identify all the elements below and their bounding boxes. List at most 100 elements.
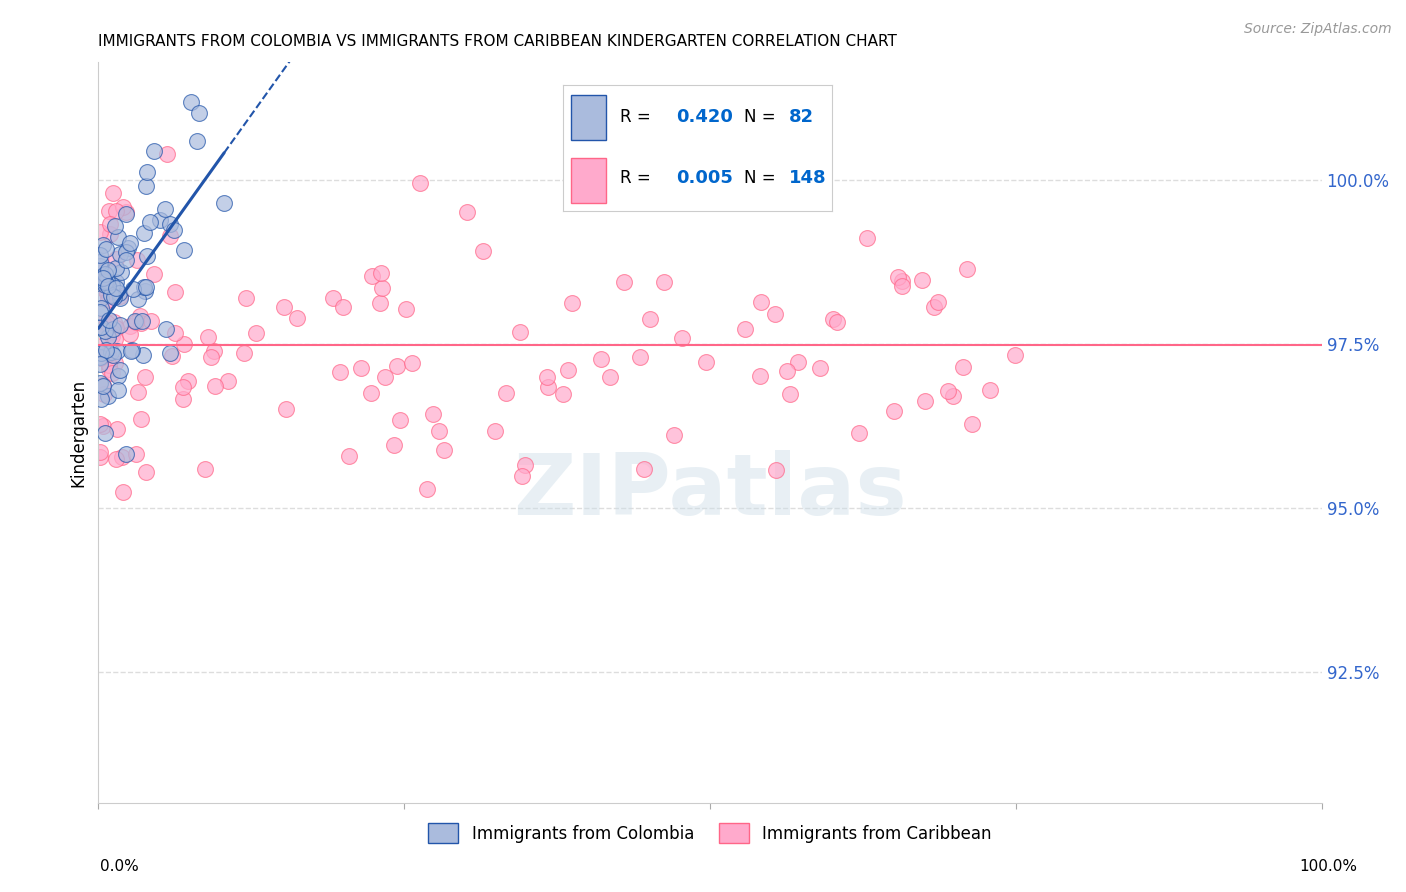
Point bbox=[108, 285, 131, 300]
Point bbox=[89, 305, 111, 319]
Point bbox=[561, 295, 583, 310]
Point bbox=[103, 315, 125, 329]
Point bbox=[765, 463, 787, 477]
Point bbox=[914, 394, 936, 409]
Point bbox=[599, 369, 621, 384]
Point bbox=[173, 336, 195, 351]
Point bbox=[97, 293, 120, 307]
Point bbox=[172, 380, 194, 394]
Point bbox=[557, 363, 579, 377]
Point bbox=[103, 290, 125, 304]
Point bbox=[91, 277, 114, 292]
Point bbox=[883, 404, 905, 418]
Point bbox=[276, 402, 298, 417]
Point bbox=[94, 343, 117, 357]
Point bbox=[633, 462, 655, 476]
Point bbox=[779, 387, 801, 401]
Point bbox=[104, 356, 127, 370]
Point bbox=[89, 351, 111, 366]
Point bbox=[416, 482, 439, 496]
Point bbox=[368, 296, 391, 310]
Point bbox=[98, 218, 121, 232]
Point bbox=[98, 292, 121, 306]
Point bbox=[115, 446, 138, 460]
Point bbox=[101, 322, 124, 336]
Point bbox=[285, 310, 308, 325]
Point bbox=[382, 438, 405, 452]
Point bbox=[108, 318, 131, 333]
Point bbox=[671, 331, 693, 345]
Point bbox=[121, 282, 143, 296]
Point bbox=[429, 424, 451, 438]
Point bbox=[114, 207, 136, 221]
Point bbox=[827, 315, 849, 329]
Point bbox=[890, 279, 912, 293]
Text: 100.0%: 100.0% bbox=[1299, 859, 1358, 874]
Point bbox=[96, 286, 118, 301]
Point bbox=[104, 281, 127, 295]
Point bbox=[163, 223, 186, 237]
Point bbox=[233, 346, 256, 360]
Point bbox=[94, 325, 117, 339]
Point bbox=[153, 202, 176, 217]
Text: 0.0%: 0.0% bbox=[100, 859, 139, 874]
Point bbox=[135, 178, 157, 193]
Point bbox=[89, 225, 111, 239]
Y-axis label: Kindergarten: Kindergarten bbox=[69, 378, 87, 487]
Point bbox=[105, 343, 128, 358]
Point bbox=[979, 383, 1001, 397]
Text: IMMIGRANTS FROM COLOMBIA VS IMMIGRANTS FROM CARIBBEAN KINDERGARTEN CORRELATION C: IMMIGRANTS FROM COLOMBIA VS IMMIGRANTS F… bbox=[98, 34, 897, 49]
Point bbox=[124, 314, 146, 328]
Point bbox=[111, 450, 134, 465]
Point bbox=[395, 302, 418, 317]
Point bbox=[589, 351, 612, 366]
Point bbox=[662, 428, 685, 442]
Point bbox=[129, 309, 152, 323]
Point bbox=[776, 364, 799, 378]
Point bbox=[89, 247, 111, 261]
Point bbox=[93, 237, 115, 252]
Point bbox=[786, 355, 808, 369]
Point bbox=[97, 279, 120, 293]
Point bbox=[180, 95, 202, 109]
Point bbox=[385, 359, 408, 374]
Point bbox=[101, 348, 124, 362]
Point bbox=[245, 326, 267, 341]
Point bbox=[136, 249, 159, 263]
Point bbox=[129, 316, 152, 330]
Point bbox=[143, 144, 166, 158]
Point bbox=[172, 392, 194, 407]
Point bbox=[132, 226, 155, 240]
Point bbox=[536, 370, 558, 384]
Point bbox=[131, 314, 153, 328]
Point bbox=[821, 312, 844, 326]
Legend: Immigrants from Colombia, Immigrants from Caribbean: Immigrants from Colombia, Immigrants fro… bbox=[422, 816, 998, 850]
Point bbox=[159, 218, 181, 232]
Point bbox=[235, 291, 257, 305]
Point bbox=[91, 270, 114, 285]
Point bbox=[96, 274, 118, 288]
Point bbox=[108, 292, 131, 306]
Point bbox=[91, 275, 114, 289]
Point bbox=[159, 346, 181, 360]
Point bbox=[91, 379, 114, 393]
Point bbox=[734, 322, 756, 336]
Point bbox=[89, 357, 111, 371]
Point bbox=[114, 205, 136, 219]
Point bbox=[97, 362, 120, 376]
Point bbox=[173, 244, 195, 258]
Point bbox=[107, 384, 129, 398]
Point bbox=[273, 301, 295, 315]
Point bbox=[98, 358, 121, 372]
Point bbox=[97, 313, 120, 327]
Point bbox=[104, 321, 127, 335]
Point bbox=[484, 424, 506, 438]
Point bbox=[329, 365, 352, 379]
Point bbox=[389, 413, 412, 427]
Point bbox=[1004, 348, 1026, 362]
Point bbox=[433, 443, 456, 458]
Point bbox=[537, 380, 560, 394]
Point bbox=[121, 343, 143, 358]
Point bbox=[361, 269, 384, 284]
Point bbox=[495, 385, 517, 400]
